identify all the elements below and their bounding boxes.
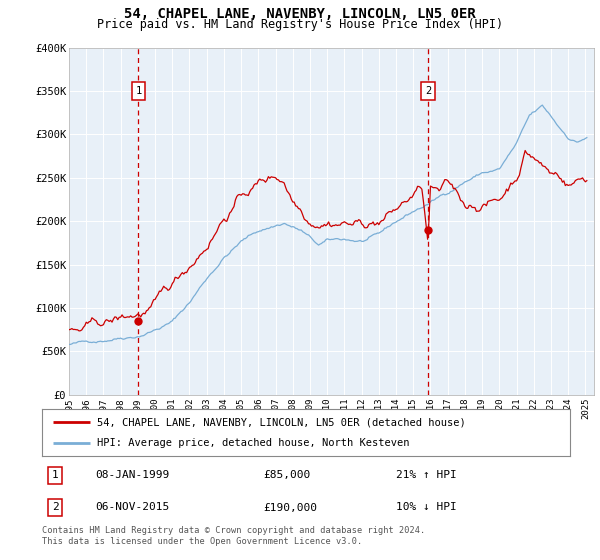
- Text: 2: 2: [52, 502, 59, 512]
- Text: HPI: Average price, detached house, North Kesteven: HPI: Average price, detached house, Nort…: [97, 438, 410, 448]
- Text: 06-NOV-2015: 06-NOV-2015: [95, 502, 169, 512]
- Text: 08-JAN-1999: 08-JAN-1999: [95, 470, 169, 480]
- Text: Contains HM Land Registry data © Crown copyright and database right 2024.
This d: Contains HM Land Registry data © Crown c…: [42, 526, 425, 546]
- Text: 2: 2: [425, 86, 431, 96]
- Text: £190,000: £190,000: [264, 502, 318, 512]
- Text: 1: 1: [135, 86, 142, 96]
- Text: 54, CHAPEL LANE, NAVENBY, LINCOLN, LN5 0ER (detached house): 54, CHAPEL LANE, NAVENBY, LINCOLN, LN5 0…: [97, 417, 466, 427]
- Text: £85,000: £85,000: [264, 470, 311, 480]
- Text: 10% ↓ HPI: 10% ↓ HPI: [396, 502, 457, 512]
- Text: 1: 1: [52, 470, 59, 480]
- Text: Price paid vs. HM Land Registry's House Price Index (HPI): Price paid vs. HM Land Registry's House …: [97, 18, 503, 31]
- Text: 54, CHAPEL LANE, NAVENBY, LINCOLN, LN5 0ER: 54, CHAPEL LANE, NAVENBY, LINCOLN, LN5 0…: [124, 7, 476, 21]
- Text: 21% ↑ HPI: 21% ↑ HPI: [396, 470, 457, 480]
